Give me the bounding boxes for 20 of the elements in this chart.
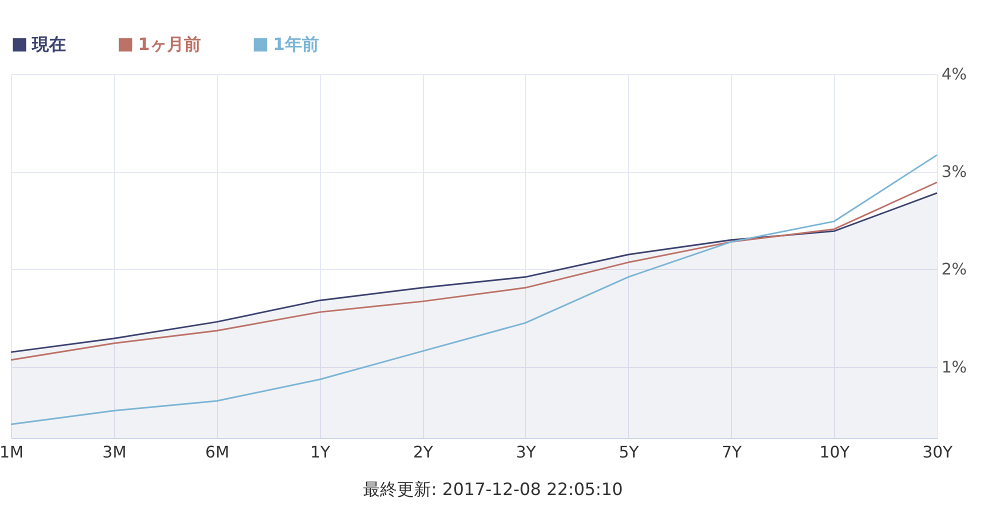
x-tick-label: 3M xyxy=(102,442,126,462)
y-tick-label: 4% xyxy=(942,64,967,84)
legend-label: 1ヶ月前 xyxy=(138,34,201,55)
x-tick-label: 10Y xyxy=(820,442,850,462)
x-tick-label: 5Y xyxy=(618,442,640,462)
y-tick-label: 2% xyxy=(942,260,967,279)
text: 最終更新: 2017-12-08 22:05:10 xyxy=(362,479,624,501)
legend-label: 1年前 xyxy=(273,34,319,55)
x-tick-label: 1M xyxy=(0,442,24,462)
x-tick-label: 7Y xyxy=(722,442,742,462)
x-tick-label: 2Y xyxy=(413,442,434,462)
x-tick-label: 3Y xyxy=(516,442,536,462)
y-tick-label: 3% xyxy=(942,162,967,182)
y-tick-label: 1% xyxy=(942,357,967,376)
x-tick-label: 30Y xyxy=(922,442,953,462)
legend-label: 現在 xyxy=(31,34,66,55)
line-series xyxy=(10,154,938,426)
line-series xyxy=(10,182,938,361)
x-tick-label: 1Y xyxy=(310,442,330,462)
x-tick-label: 6M xyxy=(205,442,230,462)
